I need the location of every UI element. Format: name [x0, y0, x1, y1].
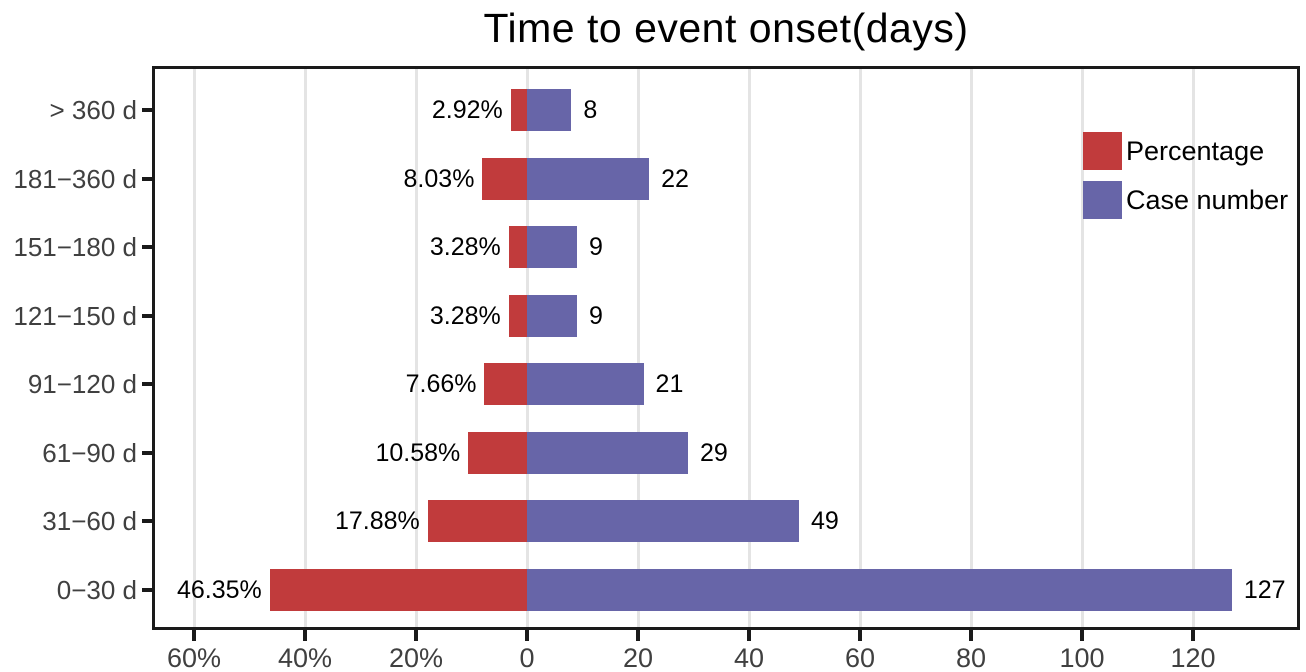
- gridline: [525, 69, 529, 627]
- x-axis-tick-label: 40: [733, 643, 765, 672]
- bar-percentage-label: 2.92%: [431, 96, 503, 124]
- x-axis-tick: [969, 630, 973, 641]
- bar-case-number-label: 127: [1243, 575, 1286, 604]
- plot-panel-border: [152, 66, 1300, 630]
- x-axis-tick: [303, 630, 307, 641]
- gridline: [747, 69, 751, 627]
- bar-case-number-label: 9: [588, 233, 603, 261]
- bar-case-number-label: 9: [588, 301, 603, 330]
- bar-percentage-label: 46.35%: [176, 575, 262, 604]
- gridline: [636, 69, 640, 627]
- x-axis-tick-label: 20%: [388, 643, 444, 672]
- bar-percentage: [510, 89, 527, 131]
- legend-swatch-case-number: [1083, 181, 1122, 219]
- x-axis-tick: [192, 630, 196, 641]
- y-axis-tick: [142, 519, 153, 523]
- legend-label-percentage: Percentage: [1126, 135, 1265, 166]
- x-axis-tick-label: 20: [622, 643, 654, 672]
- legend-item-percentage: Percentage: [1083, 132, 1288, 170]
- bar-percentage: [269, 568, 527, 611]
- y-axis-tick: [142, 108, 153, 112]
- y-axis-tick: [142, 587, 153, 592]
- bar-percentage-label: 8.03%: [403, 164, 475, 193]
- x-axis-tick-label: 80: [955, 643, 987, 672]
- gridline: [414, 69, 418, 627]
- gridline: [858, 69, 862, 627]
- x-axis-tick-label: 60%: [166, 643, 222, 672]
- bar-case-number: [527, 568, 1232, 611]
- x-axis-tick-label: 40%: [277, 643, 333, 672]
- bar-case-number-label: 49: [810, 507, 839, 535]
- gridline: [192, 69, 196, 627]
- gridline: [1191, 69, 1195, 627]
- x-axis-tick: [525, 630, 529, 641]
- bar-case-number: [527, 89, 572, 131]
- y-axis-label: 181−360 d: [13, 163, 137, 194]
- bar-case-number: [527, 500, 799, 542]
- bar-percentage: [508, 226, 527, 268]
- bar-percentage-label: 3.28%: [429, 301, 501, 330]
- y-axis-tick: [142, 382, 153, 386]
- legend-item-case-number: Case number: [1083, 181, 1288, 219]
- bar-percentage: [482, 157, 527, 200]
- x-axis-tick: [1080, 630, 1084, 641]
- x-axis-tick: [858, 630, 862, 641]
- legend-swatch-percentage: [1083, 132, 1122, 170]
- bar-case-number-label: 29: [699, 438, 728, 467]
- bar-percentage-label: 3.28%: [429, 233, 501, 261]
- bar-case-number-label: 21: [655, 370, 684, 398]
- y-axis-tick: [142, 313, 153, 318]
- x-axis-tick: [636, 630, 640, 641]
- legend: Percentage Case number: [1083, 132, 1288, 230]
- x-axis-tick: [414, 630, 418, 641]
- bar-percentage: [468, 431, 527, 474]
- bar-case-number: [527, 363, 644, 405]
- y-axis-label: 61−90 d: [42, 437, 137, 468]
- bar-case-number: [527, 431, 688, 474]
- y-axis-label: 121−150 d: [13, 300, 137, 331]
- y-axis-label: > 360 d: [49, 95, 137, 125]
- y-axis-tick: [142, 245, 153, 249]
- y-axis-label: 0−30 d: [56, 574, 137, 605]
- bar-percentage-label: 10.58%: [375, 438, 461, 467]
- x-axis-tick-label: 120: [1170, 643, 1216, 672]
- bar-percentage: [484, 363, 527, 405]
- y-axis-tick: [142, 450, 153, 455]
- x-axis-tick-label: 0: [519, 643, 535, 672]
- y-axis-label: 151−180 d: [13, 232, 137, 262]
- bar-percentage-label: 7.66%: [405, 370, 477, 398]
- legend-label-case-number: Case number: [1126, 184, 1289, 215]
- bar-percentage: [508, 294, 527, 337]
- x-axis-tick-label: 60: [844, 643, 876, 672]
- chart-title: Time to event onset(days): [483, 5, 969, 51]
- x-axis-tick: [747, 630, 751, 641]
- gridline: [969, 69, 973, 627]
- x-axis-tick: [1191, 630, 1195, 641]
- x-axis-tick-label: 100: [1059, 643, 1105, 672]
- bar-case-number: [527, 157, 650, 200]
- gridline: [303, 69, 307, 627]
- bar-case-number-label: 8: [583, 96, 598, 124]
- bar-case-number: [527, 294, 577, 337]
- bar-percentage-label: 17.88%: [334, 507, 420, 535]
- bar-percentage: [427, 500, 527, 542]
- y-axis-label: 31−60 d: [42, 506, 137, 536]
- bar-case-number: [527, 226, 577, 268]
- bar-case-number-label: 22: [661, 164, 689, 193]
- y-axis-tick: [142, 176, 153, 181]
- y-axis-label: 91−120 d: [27, 369, 137, 399]
- gridline: [1080, 69, 1084, 627]
